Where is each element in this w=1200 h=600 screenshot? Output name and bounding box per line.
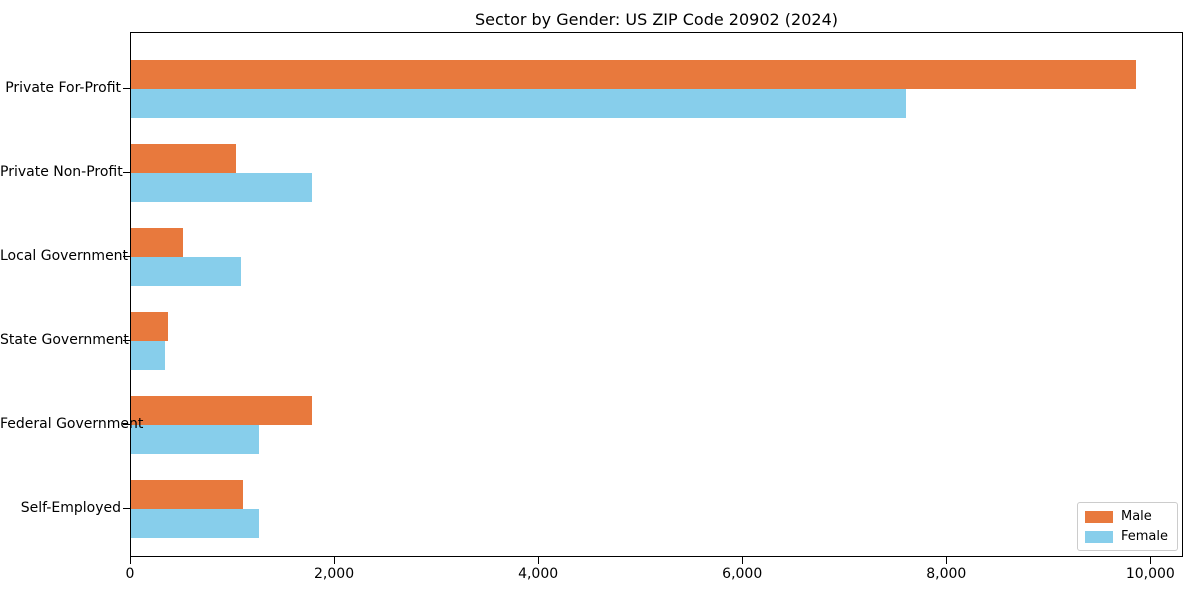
legend-item-male: Male — [1084, 509, 1168, 524]
chart-title: Sector by Gender: US ZIP Code 20902 (202… — [475, 10, 838, 29]
xtick-mark-4000 — [537, 557, 539, 564]
ytick-mark-private-for-profit — [123, 88, 130, 89]
xtick-label-0: 0 — [125, 566, 135, 582]
xtick-label-6000: 6,000 — [722, 566, 763, 582]
plot-area — [130, 32, 1183, 557]
ytick-label-private-non-profit: Private Non-Profit — [0, 164, 123, 180]
xtick-label-8000: 8,000 — [926, 566, 967, 582]
legend-swatch-male — [1084, 510, 1113, 523]
xtick-mark-6000 — [741, 557, 743, 564]
ytick-label-self-employed: Self-Employed — [20, 500, 121, 516]
xtick-label-10000: 10,000 — [1125, 566, 1175, 582]
ytick-mark-self-employed — [123, 508, 130, 509]
ytick-label-state-government: State Government — [0, 332, 129, 348]
ytick-mark-local-government — [123, 256, 130, 257]
xtick-mark-10000 — [1149, 557, 1151, 564]
ytick-label-federal-government: Federal Government — [0, 416, 144, 432]
ytick-label-local-government: Local Government — [0, 248, 129, 264]
bar-male-private-non-profit — [131, 144, 236, 173]
ytick-mark-state-government — [123, 340, 130, 341]
bar-female-federal-government — [131, 425, 259, 454]
legend-label-male: Male — [1120, 509, 1152, 524]
bar-female-private-for-profit — [131, 89, 906, 118]
bar-male-private-for-profit — [131, 60, 1136, 89]
xtick-mark-2000 — [333, 557, 335, 564]
legend-item-female: Female — [1084, 529, 1168, 544]
bar-female-private-non-profit — [131, 173, 312, 202]
ytick-label-private-for-profit: Private For-Profit — [5, 80, 121, 96]
bar-male-federal-government — [131, 396, 312, 425]
legend: Male Female — [1076, 502, 1178, 551]
legend-swatch-female — [1084, 530, 1113, 543]
bar-female-self-employed — [131, 509, 259, 538]
xtick-label-4000: 4,000 — [518, 566, 559, 582]
bar-female-local-government — [131, 257, 241, 286]
xtick-mark-8000 — [945, 557, 947, 564]
bar-male-state-government — [131, 312, 168, 341]
bar-male-self-employed — [131, 480, 243, 509]
ytick-mark-private-non-profit — [123, 172, 130, 173]
xtick-label-2000: 2,000 — [314, 566, 355, 582]
legend-label-female: Female — [1120, 529, 1168, 544]
xtick-mark-0 — [129, 557, 131, 564]
bar-male-local-government — [131, 228, 183, 257]
bar-female-state-government — [131, 341, 165, 370]
ytick-mark-federal-government — [123, 424, 130, 425]
